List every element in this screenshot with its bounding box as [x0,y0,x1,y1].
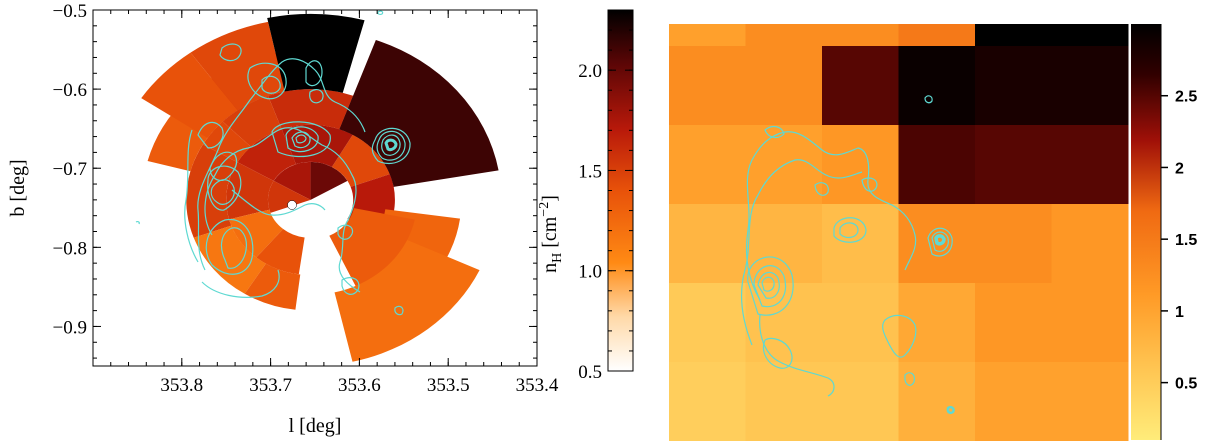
heatmap-cell [1052,204,1129,284]
sector-map-panel: 353.8 353.7 353.6 353.5 353.4 −0.5 −0.6 −0.7 −0.… [7,1,559,437]
nh-colorbar-label: nH [cm−2] [537,195,565,273]
heatmap-cell [975,283,1052,363]
heatmap-cell [975,24,1052,46]
heatmap-colorbar-gradient [1131,24,1161,440]
contour-line [136,222,139,224]
heatmap-cell [975,362,1052,441]
heatmap-cell [746,362,823,441]
heatmap-panel [669,24,1129,441]
heatmap-cell [899,362,976,441]
nh-label-close: ] [539,195,561,202]
x-tick-label: 353.7 [249,375,292,396]
nh-label-unit: [cm [539,216,561,253]
cbar-tick-label: 2.0 [578,61,602,82]
y-tick-label: −0.7 [53,159,87,180]
heatmap-cell [669,46,746,126]
nh-sectors [141,14,498,362]
heatmap-cell [669,283,746,363]
cbar2-tick-label: 2.5 [1175,89,1197,106]
x-axis-label: l [deg] [289,415,342,437]
cbar2-tick-label: 1.5 [1175,232,1197,249]
cbar-tick-label: 1.5 [578,161,602,182]
y-axis-label: b [deg] [7,159,29,216]
heatmap-cell [746,204,823,284]
cbar-tick-label: 0.5 [578,362,602,383]
heatmap-cell [1052,125,1129,205]
heatmap-cell [899,283,976,363]
contour-line [378,11,383,14]
heatmap-cell [975,125,1052,205]
heatmap-colorbar-ticks: 0.5 1 1.5 2 2.5 [1161,89,1197,393]
cbar-tick-label: 1.0 [578,262,602,283]
heatmap-colorbar: 0.5 1 1.5 2 2.5 [1131,24,1197,440]
y-tick-label: −0.8 [53,238,87,259]
heatmap-cell [822,362,899,441]
x-tick-label: 353.8 [160,375,203,396]
heatmap-cell [746,24,823,46]
nh-label-exp: −2 [537,202,552,217]
heatmap-cell [746,46,823,126]
cbar2-tick-label: 2 [1175,160,1184,177]
heatmap-cell [975,46,1052,126]
heatmap-cell [1052,283,1129,363]
heatmap-cell [899,24,976,46]
heatmap-cell [669,24,746,46]
y-tick-label: −0.6 [53,80,87,101]
y-tick-label: −0.5 [53,1,87,22]
heatmap-cell [822,125,899,205]
heatmap-cell [822,46,899,126]
cbar2-tick-label: 1 [1175,304,1184,321]
center-marker [288,201,297,210]
cbar2-tick-label: 0.5 [1175,376,1197,393]
heatmap-cell [899,46,976,126]
heatmap-cell [822,204,899,284]
x-tick-label: 353.4 [516,375,559,396]
nh-colorbar: 0.5 1.0 1.5 2.0 nH [cm−2] [537,10,633,383]
heatmap-cell [669,125,746,205]
heatmap-cell [669,362,746,441]
heatmap-cell [975,204,1052,284]
y-tick-label: −0.9 [53,317,87,338]
heatmap-cell [1052,46,1129,126]
x-tick-label: 353.5 [427,375,470,396]
heatmap-cell [1052,24,1129,46]
heatmap-cell [899,125,976,205]
heatmap-cell [669,204,746,284]
heatmap-cell [1052,362,1129,441]
nh-label-main: n [539,263,561,273]
heatmap-cell [822,283,899,363]
x-tick-label: 353.6 [338,375,381,396]
nh-label-sub: H [550,253,565,263]
heatmap-cell [822,24,899,46]
heatmap-cells [669,24,1129,441]
